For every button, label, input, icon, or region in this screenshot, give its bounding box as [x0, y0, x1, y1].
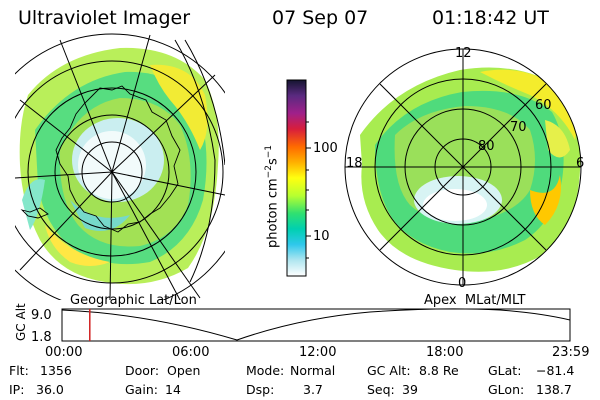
door-label: Door:	[125, 363, 160, 378]
timeline-xtick-1200: 12:00	[299, 345, 337, 360]
timeline-ytick-max: 9.0	[31, 308, 52, 323]
timeline-xtick-2359: 23:59	[552, 345, 590, 360]
timeline-xtick-0000: 00:00	[45, 345, 83, 360]
mlt-label-0: 0	[458, 276, 467, 291]
date-label: 07 Sep 07	[272, 7, 369, 29]
dsp-label: Dsp:	[246, 382, 275, 397]
gcalt-value: 8.8 Re	[419, 363, 459, 378]
colorbar-tick-10: 10	[313, 229, 330, 244]
mlt-label-12: 12	[455, 46, 472, 61]
orbit-track	[174, 39, 225, 283]
timeline-frame	[61, 308, 571, 342]
ip-value: 36.0	[36, 382, 64, 397]
magnetic-aurora-image	[360, 67, 581, 272]
glat-value: −81.4	[536, 363, 575, 378]
colorbar-scale	[286, 79, 307, 277]
glon-value: 138.7	[536, 382, 572, 397]
dsp-value: 3.7	[303, 382, 323, 397]
mlat-label-80: 80	[478, 139, 495, 154]
colorbar-tick-100: 100	[313, 141, 338, 156]
gcalt-label: GC Alt:	[367, 363, 411, 378]
timeline-axis-label: GC Alt	[14, 303, 28, 341]
instrument-title: Ultraviolet Imager	[18, 7, 191, 29]
timeline-xtick-0600: 06:00	[172, 345, 210, 360]
magnetic-grid	[344, 48, 582, 286]
mlt-label-18: 18	[346, 156, 363, 171]
mode-label: Mode:	[246, 363, 285, 378]
door-value: Open	[167, 363, 201, 378]
glon-label: GLon:	[488, 382, 525, 397]
mode-value: Normal	[290, 363, 336, 378]
flt-label: Flt:	[9, 363, 29, 378]
antarctica-coastline	[20, 85, 181, 233]
timeline-xtick-1800: 18:00	[426, 345, 464, 360]
time-label: 01:18:42 UT	[432, 7, 549, 29]
ip-label: IP:	[9, 382, 25, 397]
seq-label: Seq:	[367, 382, 395, 397]
mlt-label-6: 6	[576, 156, 585, 171]
mlat-label-60: 60	[535, 98, 552, 113]
glat-label: GLat:	[488, 363, 522, 378]
geographic-caption: Geographic Lat/Lon	[70, 293, 197, 308]
timeline-ytick-min: 1.8	[31, 330, 52, 345]
magnetic-caption: Apex MLat/MLT	[424, 293, 526, 308]
seq-value: 39	[402, 382, 418, 397]
altitude-curve	[61, 308, 571, 341]
mlat-label-70: 70	[510, 120, 527, 135]
gain-value: 14	[165, 382, 181, 397]
gain-label: Gain:	[125, 382, 158, 397]
flt-value: 1356	[40, 363, 72, 378]
